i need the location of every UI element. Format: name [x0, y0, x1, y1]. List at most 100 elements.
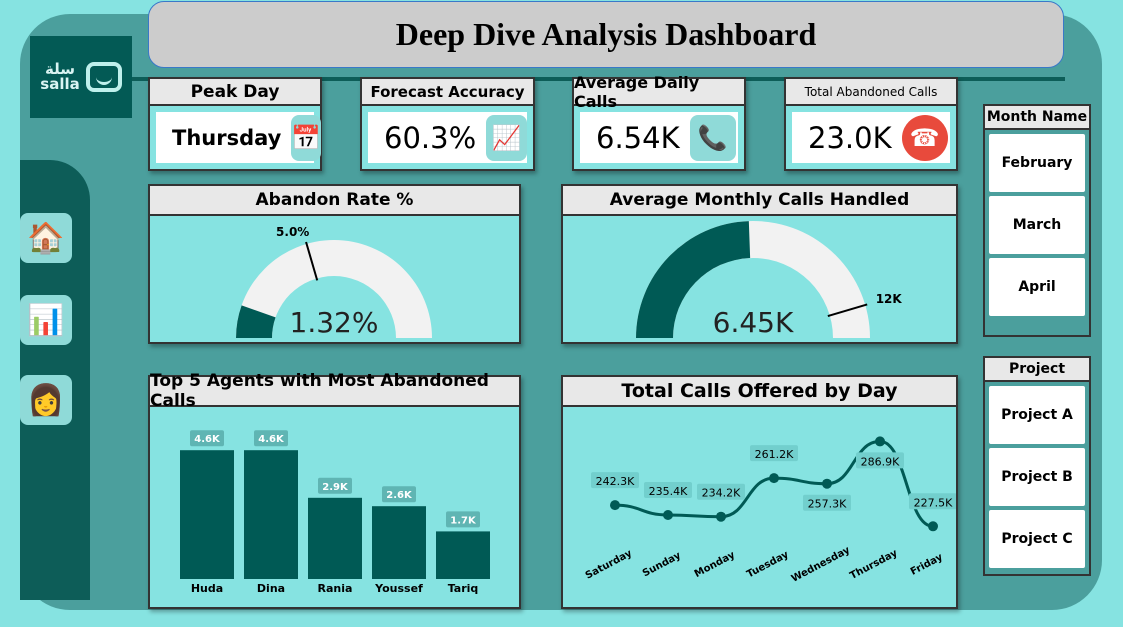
data-label: 286.9K	[861, 455, 900, 468]
data-point	[875, 436, 885, 447]
home-icon: 🏠	[27, 220, 65, 256]
data-label: 2.6K	[386, 490, 413, 501]
data-label-bg	[803, 494, 851, 511]
slicer-item-project-b[interactable]: Project B	[989, 448, 1085, 506]
logo-arabic: سلة	[45, 60, 75, 78]
data-point	[610, 500, 620, 511]
data-label-bg	[254, 430, 288, 447]
x-tick-label: Monday	[693, 549, 737, 580]
calls-by-day-card: Total Calls Offered by Day 242.3K Saturda…	[561, 375, 958, 609]
slicer-title: Month Name	[985, 106, 1089, 130]
x-tick-label: Rania	[318, 582, 353, 595]
month-slicer: Month Name February March April	[983, 104, 1091, 337]
slicer-item-project-c[interactable]: Project C	[989, 510, 1085, 568]
nav-home-button[interactable]: 🏠	[20, 213, 72, 263]
x-tick-label: Thursday	[848, 547, 900, 581]
x-tick-label: Saturday	[584, 548, 635, 582]
data-label: 4.6K	[258, 434, 285, 445]
kpi-average-daily-calls: Average Daily Calls 6.54K 📞	[572, 73, 746, 171]
kpi-value: 6.54K	[596, 120, 680, 155]
nav-agent-button[interactable]: 👩	[20, 375, 72, 425]
calls-handled-gauge-card: Average Monthly Calls Handled 12K 6.45K	[561, 184, 958, 344]
data-label: 261.2K	[755, 448, 794, 461]
bag-icon	[85, 62, 122, 92]
card-title: Total Calls Offered by Day	[563, 377, 956, 407]
bar	[244, 450, 298, 579]
slicer-item-april[interactable]: April	[989, 258, 1085, 316]
kpi-value: 23.0K	[808, 120, 892, 155]
card-title: Average Monthly Calls Handled	[563, 186, 956, 216]
kpi-forecast-accuracy: Forecast Accuracy 60.3% 📈	[360, 77, 535, 171]
data-label: 1.7K	[450, 515, 477, 526]
analytics-gear-icon: 📊	[27, 302, 65, 338]
kpi-label: Forecast Accuracy	[362, 79, 533, 106]
data-label: 227.5K	[914, 496, 953, 509]
x-tick-label: Huda	[191, 582, 223, 595]
bar	[436, 531, 490, 579]
data-point	[822, 478, 832, 489]
top-agents-card: Top 5 Agents with Most Abandoned Calls 4…	[148, 371, 521, 609]
project-slicer: Project Project A Project B Project C	[983, 356, 1091, 576]
phone-clock-icon: 📞	[689, 114, 736, 161]
card-title: Abandon Rate %	[150, 186, 519, 216]
gauge-fill	[236, 305, 276, 338]
nav-analytics-button[interactable]: 📊	[20, 295, 72, 345]
slicer-item-february[interactable]: February	[989, 134, 1085, 192]
data-point	[716, 511, 726, 522]
gauge-target-marker	[305, 241, 319, 281]
gauge-target-label: 5.0%	[276, 225, 309, 239]
data-label-bg	[591, 472, 639, 489]
logo-latin: salla	[40, 75, 80, 93]
agent-icon: 👩	[27, 382, 65, 418]
data-point	[769, 473, 779, 484]
data-label: 235.4K	[649, 485, 688, 498]
data-point	[663, 510, 673, 520]
data-label-bg	[382, 486, 416, 503]
chart-magnifier-icon: 📈	[486, 114, 527, 161]
hang-up-icon: ☎	[901, 114, 948, 161]
data-label-bg	[697, 483, 745, 500]
x-tick-label: Tuesday	[745, 549, 791, 580]
gauge-value-label: 1.32%	[290, 306, 379, 339]
data-label: 234.2K	[702, 487, 741, 500]
gauge-value-label: 6.45K	[713, 306, 794, 339]
slicer-item-march[interactable]: March	[989, 196, 1085, 254]
gauge-track	[236, 240, 432, 338]
salla-logo: سلة salla	[30, 36, 132, 118]
kpi-label: Total Abandoned Calls	[786, 79, 956, 106]
data-label-bg	[856, 452, 904, 469]
abandon-rate-gauge-card: Abandon Rate % 5.0% 1.32%	[148, 184, 521, 344]
x-tick-label: Youssef	[374, 582, 423, 595]
data-point	[928, 521, 938, 532]
kpi-value: 60.3%	[384, 120, 477, 155]
kpi-peak-day: Peak Day Thursday 📅	[148, 77, 322, 171]
data-label-bg	[446, 511, 480, 528]
calls-by-day-line-chart: 242.3K Saturday 235.4K Sunday 234.2K Monday 26…	[584, 436, 957, 585]
data-label: 2.9K	[322, 482, 349, 493]
x-tick-label: Wednesday	[790, 545, 853, 585]
gauge-fill	[636, 221, 751, 338]
top-agents-bar-chart: 4.6K Huda 4.6K Dina 2.9K Rania 2.6K Youssef 1.7K…	[180, 430, 490, 595]
data-label-bg	[190, 430, 224, 447]
kpi-label: Peak Day	[150, 79, 320, 106]
data-label: 257.3K	[808, 498, 847, 511]
page-title: Deep Dive Analysis Dashboard	[148, 1, 1064, 68]
slicer-title: Project	[985, 358, 1089, 382]
data-label-bg	[318, 477, 352, 494]
data-label-bg	[909, 493, 957, 510]
abandon-rate-gauge: 5.0% 1.32%	[236, 225, 432, 339]
x-tick-label: Tariq	[448, 582, 479, 595]
x-tick-label: Friday	[909, 552, 945, 578]
calls-handled-gauge: 12K 6.45K	[636, 221, 903, 339]
slicer-item-project-a[interactable]: Project A	[989, 386, 1085, 444]
kpi-value: Thursday	[172, 125, 282, 150]
kpi-total-abandoned-calls: Total Abandoned Calls 23.0K ☎	[784, 77, 958, 171]
x-tick-label: Dina	[257, 582, 285, 595]
calendar-icon: 📅	[291, 114, 322, 161]
data-label: 4.6K	[194, 434, 221, 445]
gauge-target-label: 12K	[876, 292, 903, 306]
kpi-label: Average Daily Calls	[574, 73, 744, 111]
data-label-bg	[644, 482, 692, 498]
gauge-target-marker	[827, 303, 868, 317]
data-label: 242.3K	[596, 475, 635, 488]
